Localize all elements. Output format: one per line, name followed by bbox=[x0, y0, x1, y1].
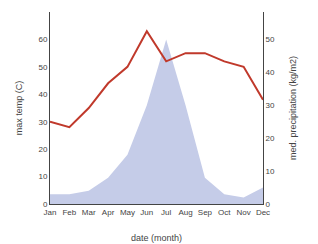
svg-text:May: May bbox=[120, 208, 135, 217]
svg-text:50: 50 bbox=[38, 63, 47, 72]
svg-text:40: 40 bbox=[266, 68, 275, 77]
svg-text:Jun: Jun bbox=[140, 208, 153, 217]
svg-text:Nov: Nov bbox=[237, 208, 251, 217]
svg-text:0: 0 bbox=[43, 200, 48, 209]
svg-text:0: 0 bbox=[266, 200, 271, 209]
svg-text:20: 20 bbox=[38, 145, 47, 154]
svg-text:60: 60 bbox=[38, 35, 47, 44]
svg-text:Sep: Sep bbox=[198, 208, 213, 217]
svg-text:Jul: Jul bbox=[161, 208, 171, 217]
svg-text:max temp (C): max temp (C) bbox=[14, 81, 24, 136]
svg-text:10: 10 bbox=[266, 167, 275, 176]
svg-text:30: 30 bbox=[266, 101, 275, 110]
svg-text:20: 20 bbox=[266, 134, 275, 143]
svg-text:30: 30 bbox=[38, 118, 47, 127]
svg-text:Jan: Jan bbox=[44, 208, 57, 217]
svg-text:50: 50 bbox=[266, 35, 275, 44]
svg-text:Dec: Dec bbox=[256, 208, 270, 217]
svg-text:10: 10 bbox=[38, 172, 47, 181]
svg-text:med. precipitation (kg/m2): med. precipitation (kg/m2) bbox=[288, 56, 298, 160]
svg-text:Apr: Apr bbox=[102, 208, 115, 217]
svg-text:date (month): date (month) bbox=[131, 233, 182, 243]
svg-text:Mar: Mar bbox=[82, 208, 96, 217]
svg-text:40: 40 bbox=[38, 90, 47, 99]
svg-text:Feb: Feb bbox=[62, 208, 76, 217]
svg-text:Aug: Aug bbox=[178, 208, 192, 217]
svg-text:Oct: Oct bbox=[218, 208, 231, 217]
